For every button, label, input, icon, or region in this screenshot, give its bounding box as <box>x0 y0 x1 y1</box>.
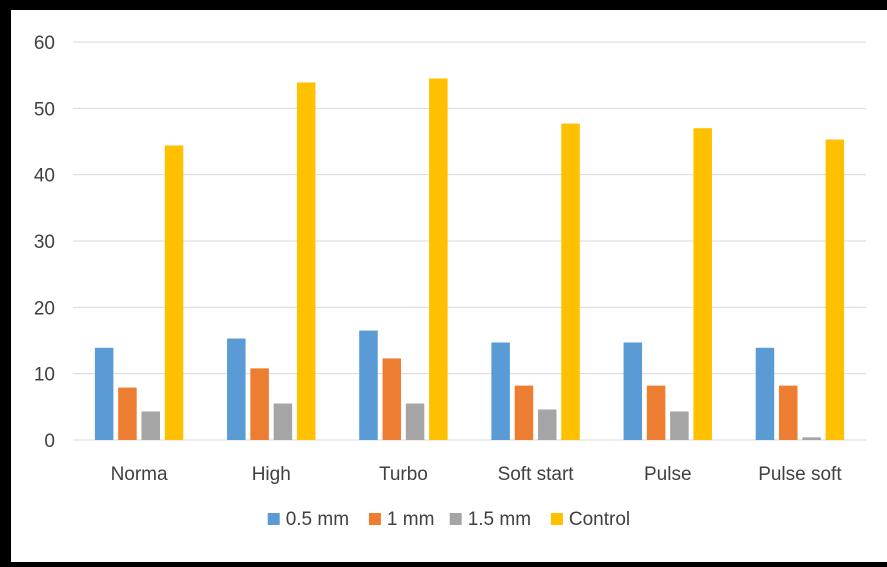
y-tick-label: 30 <box>34 232 55 253</box>
bar-pulse-soft-1-5-mm <box>802 437 821 440</box>
bar-turbo-control <box>429 78 448 440</box>
legend-swatch-1-mm <box>368 513 381 525</box>
bar-pulse-soft-0-5-mm <box>755 347 775 440</box>
bar-chart: 0 10 20 30 40 50 60 Norma High Turbo Soft start Pu… <box>34 33 866 530</box>
y-tick-label: 20 <box>34 298 55 319</box>
y-tick-label: 10 <box>34 365 55 386</box>
legend-swatch-control <box>550 513 563 525</box>
bar-high-1-mm <box>250 368 269 440</box>
bar-high-1-5-mm <box>273 403 293 440</box>
y-axis-ticks: 0 10 20 30 40 50 60 <box>34 33 55 452</box>
x-category-label: Pulse soft <box>758 464 842 485</box>
bar-norma-0-5-mm <box>94 347 114 440</box>
legend: 0.5 mm 1 mm 1.5 mm Control <box>267 509 630 530</box>
bar-turbo-0-5-mm <box>359 330 378 440</box>
bar-norma-control <box>164 145 184 441</box>
legend-label-control: Control <box>569 509 630 530</box>
bar-norma-1-mm <box>118 387 137 440</box>
gridlines <box>73 41 866 441</box>
bar-turbo-1-mm <box>382 358 402 440</box>
x-category-label: High <box>252 464 291 485</box>
bar-soft-start-0-5-mm <box>491 342 510 440</box>
bar-soft-start-control <box>561 123 580 440</box>
x-category-label: Soft start <box>498 464 575 485</box>
x-category-label: Pulse <box>644 464 692 485</box>
bar-pulse-control <box>693 128 712 440</box>
bar-high-control <box>296 82 316 441</box>
y-tick-label: 40 <box>34 166 55 187</box>
bar-pulse-0-5-mm <box>623 342 643 440</box>
legend-label-0-5-mm: 0.5 mm <box>286 509 349 530</box>
bar-pulse-soft-control <box>825 139 845 440</box>
legend-swatch-0-5-mm <box>267 513 280 525</box>
x-category-label: Turbo <box>379 464 428 485</box>
bar-pulse-soft-1-mm <box>779 385 798 440</box>
bar-soft-start-1-5-mm <box>537 409 557 440</box>
y-tick-label: 50 <box>34 99 55 120</box>
legend-swatch-1-5-mm <box>449 513 462 525</box>
chart-area: 0 10 20 30 40 50 60 Norma High Turbo Soft start Pu… <box>11 10 887 562</box>
bars <box>94 78 845 441</box>
x-category-label: Norma <box>111 464 168 485</box>
bar-norma-1-5-mm <box>141 411 160 440</box>
bar-pulse-1-mm <box>646 385 666 440</box>
y-tick-label: 60 <box>34 33 55 54</box>
bar-pulse-1-5-mm <box>670 411 689 440</box>
legend-label-1-mm: 1 mm <box>387 509 435 530</box>
legend-label-1-5-mm: 1.5 mm <box>468 509 531 530</box>
bar-turbo-1-5-mm <box>405 403 425 440</box>
y-tick-label: 0 <box>44 431 55 452</box>
bar-soft-start-1-mm <box>514 385 534 440</box>
bar-high-0-5-mm <box>227 338 246 440</box>
x-axis-categories: Norma High Turbo Soft start Pulse Pulse soft <box>111 464 843 485</box>
